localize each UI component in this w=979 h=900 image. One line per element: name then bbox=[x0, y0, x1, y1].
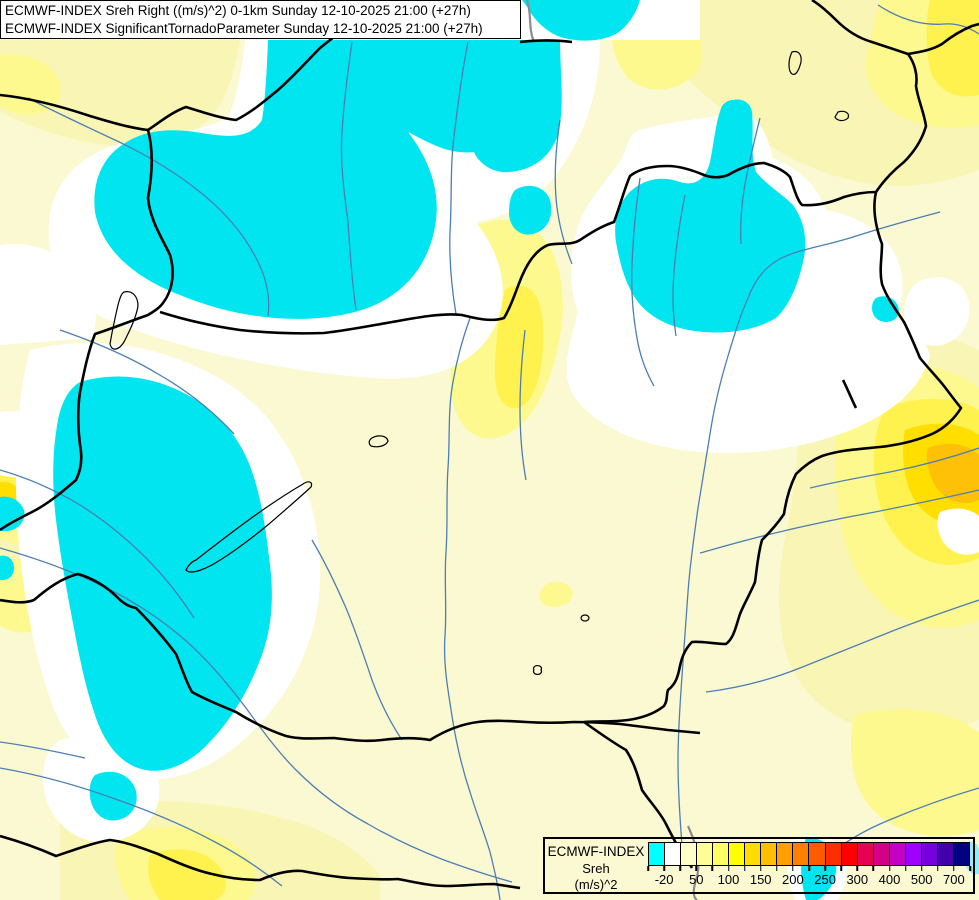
colorbar-cell bbox=[840, 843, 857, 865]
tick-mark bbox=[647, 866, 649, 871]
tick-label: 150 bbox=[749, 872, 772, 887]
river-maros bbox=[705, 599, 979, 693]
tick-label: 100 bbox=[717, 872, 740, 887]
tick-mark bbox=[743, 866, 746, 871]
colorbar-cell bbox=[680, 843, 697, 865]
tick-mark bbox=[695, 866, 698, 871]
legend-parameter: Sreh bbox=[582, 861, 610, 876]
tick-mark bbox=[776, 866, 778, 871]
colorbar-cell bbox=[696, 843, 713, 865]
border-ukraine bbox=[811, 0, 928, 193]
gray-lines bbox=[525, 0, 700, 900]
colorbar-cell bbox=[904, 843, 921, 865]
tick-mark bbox=[888, 866, 891, 871]
border-czech-austria-slovakia bbox=[0, 10, 373, 132]
colorbar bbox=[648, 842, 970, 866]
border-south bbox=[0, 834, 521, 890]
colorbar-cell bbox=[952, 843, 969, 865]
legend-model-name: ECMWF-INDEX bbox=[547, 844, 645, 859]
tick-mark bbox=[759, 866, 762, 871]
border-austria-hungary bbox=[0, 129, 174, 532]
tick-label: 200 bbox=[782, 872, 804, 887]
colorbar-cell bbox=[649, 843, 665, 865]
map-title-line1: ECMWF-INDEX Sreh Right ((m/s)^2) 0-1km S… bbox=[5, 3, 471, 18]
colorbar-cell bbox=[824, 843, 841, 865]
cyan-region-northeast bbox=[615, 99, 806, 333]
colorbar-cell bbox=[712, 843, 729, 865]
tick-mark bbox=[840, 866, 842, 871]
tick-label: 700 bbox=[943, 872, 965, 887]
colorbar-cell bbox=[872, 843, 889, 865]
colorbar-cell bbox=[936, 843, 953, 865]
cyan-region-northwest bbox=[94, 40, 562, 319]
lakes bbox=[109, 50, 850, 676]
map-title-box: ECMWF-INDEX Sreh Right ((m/s)^2) 0-1km S… bbox=[0, 0, 521, 39]
river-danube-south bbox=[443, 317, 501, 900]
tick-mark bbox=[872, 866, 875, 871]
legend-label: ECMWF-INDEX Sreh (m/s)^2 bbox=[545, 839, 647, 892]
map-title-line2: ECMWF-INDEX SignificantTornadoParameter … bbox=[5, 21, 483, 36]
tick-label: 400 bbox=[878, 872, 901, 887]
lake-balaton bbox=[185, 481, 313, 573]
colorbar-ticks: -20 50 100 150 200 250 300 400 500 700 bbox=[647, 866, 971, 890]
tick-mark bbox=[679, 866, 681, 871]
border-croatia-hungary bbox=[0, 572, 701, 743]
orange-core-region bbox=[926, 443, 979, 504]
tick-label: 250 bbox=[814, 872, 836, 887]
lake-tisza bbox=[788, 50, 802, 75]
tick-label: 300 bbox=[846, 872, 869, 887]
legend-units: (m/s)^2 bbox=[574, 877, 618, 892]
tick-mark bbox=[920, 866, 923, 871]
border-hungary-slovakia bbox=[159, 161, 877, 335]
colorbar-cell bbox=[888, 843, 905, 865]
lake-velence bbox=[368, 435, 389, 448]
tick-label: 50 bbox=[689, 872, 704, 887]
colorbar-wrap: -20 50 100 150 200 250 300 400 500 700 bbox=[647, 842, 971, 890]
tick-mark bbox=[969, 866, 971, 871]
colorbar-cell bbox=[744, 843, 761, 865]
colorbar-cell bbox=[856, 843, 873, 865]
tick-mark bbox=[711, 866, 714, 871]
cyan-negative-sreh-regions bbox=[0, 0, 899, 900]
border-east-chain bbox=[583, 191, 963, 724]
river-tisza bbox=[677, 211, 941, 847]
colorbar-cell bbox=[792, 843, 809, 865]
colorbar-cell bbox=[664, 843, 681, 865]
tick-mark bbox=[727, 866, 730, 871]
colorbar-cell bbox=[808, 843, 825, 865]
tick-mark bbox=[663, 866, 665, 871]
legend-box: ECMWF-INDEX Sreh (m/s)^2 -20 50 100 150 200 2… bbox=[543, 837, 975, 894]
river-danube-upper bbox=[27, 97, 270, 317]
tick-label: 500 bbox=[910, 872, 933, 887]
tick-mark bbox=[856, 866, 859, 871]
tick-mark bbox=[937, 866, 939, 871]
colorbar-cell bbox=[760, 843, 777, 865]
colorbar-cell bbox=[776, 843, 793, 865]
colorbar-cell bbox=[728, 843, 745, 865]
tick-mark bbox=[824, 866, 826, 871]
tick-mark bbox=[953, 866, 955, 871]
tick-mark bbox=[792, 866, 794, 871]
colorbar-cell bbox=[920, 843, 937, 865]
tick-label: -20 bbox=[654, 872, 674, 887]
tick-mark bbox=[904, 866, 907, 871]
tick-mark bbox=[808, 866, 810, 871]
lake-neusiedl bbox=[109, 291, 139, 350]
